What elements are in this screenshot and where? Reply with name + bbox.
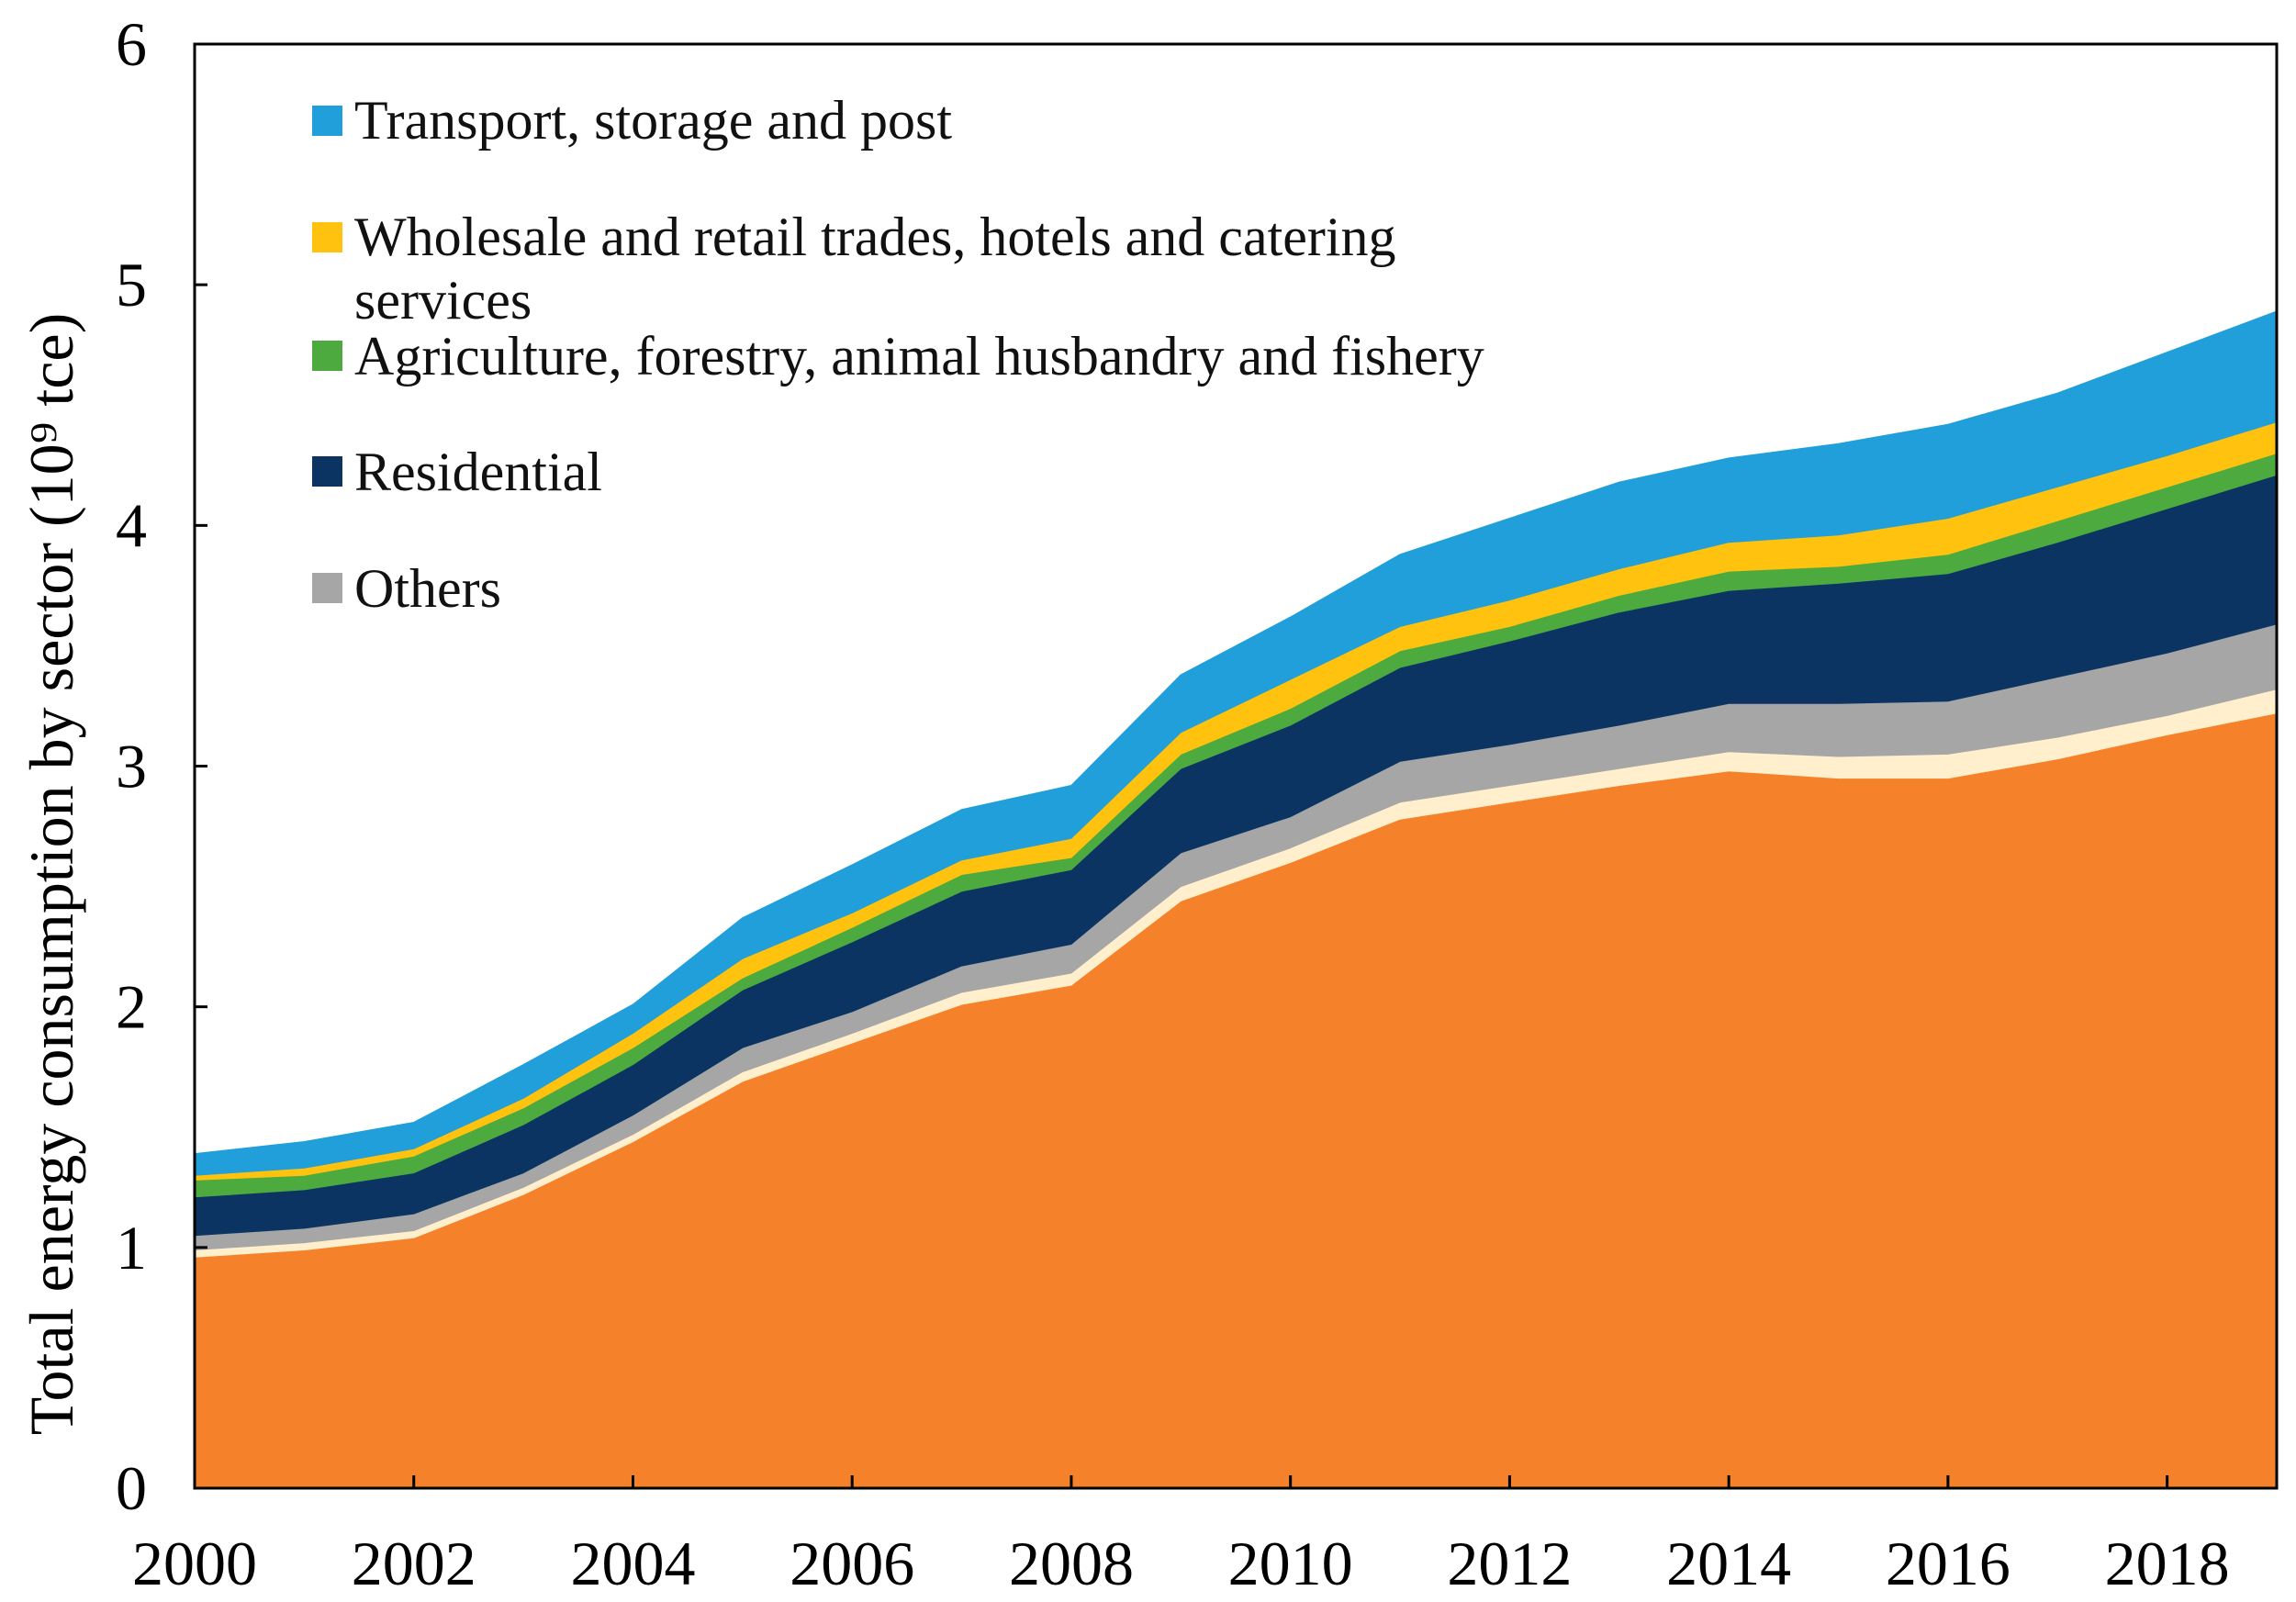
x-tick-label: 2006	[790, 1529, 914, 1598]
x-tick-label: 2010	[1228, 1529, 1353, 1598]
x-tick-label: 2018	[2105, 1529, 2230, 1598]
legend-swatch-residential	[312, 456, 342, 487]
y-tick-label: 5	[116, 250, 147, 319]
legend-label-others: Others	[354, 558, 501, 619]
x-tick-label: 2000	[132, 1529, 257, 1598]
legend-label-residential: Residential	[354, 442, 602, 502]
legend-swatch-others	[312, 573, 342, 603]
y-axis-tick-labels: 0 1 2 3 4 5 6	[116, 9, 147, 1523]
legend-label-agriculture: Agriculture, forestry, animal husbandry …	[354, 326, 1484, 386]
y-tick-label: 4	[116, 490, 147, 560]
stacked-areas	[194, 310, 2278, 1489]
legend-swatch-transport	[312, 106, 342, 136]
y-tick-label: 1	[116, 1213, 147, 1283]
y-tick-label: 6	[116, 9, 147, 79]
x-tick-label: 2008	[1009, 1529, 1134, 1598]
y-tick-label: 3	[116, 732, 147, 801]
x-tick-label: 2012	[1447, 1529, 1572, 1598]
legend-swatch-agriculture	[312, 341, 342, 371]
x-axis-tick-labels: 2000 2002 2004 2006 2008 2010 2012 2014 2016 2018	[132, 1529, 2230, 1598]
x-tick-label: 2002	[352, 1529, 476, 1598]
x-tick-label: 2004	[570, 1529, 695, 1598]
legend-label-transport: Transport, storage and post	[354, 90, 953, 151]
legend-swatch-wholesale	[312, 222, 342, 252]
y-tick-label: 2	[116, 972, 147, 1042]
legend-label-wholesale: Wholesale and retail trades, hotels and …	[354, 207, 1396, 330]
y-tick-label: 0	[116, 1453, 147, 1523]
x-tick-label: 2014	[1666, 1529, 1791, 1598]
x-tick-label: 2016	[1886, 1529, 2010, 1598]
plot-frame	[193, 42, 2279, 1490]
y-axis-label: Total energy consumption by sector (10⁹ …	[17, 313, 86, 1435]
